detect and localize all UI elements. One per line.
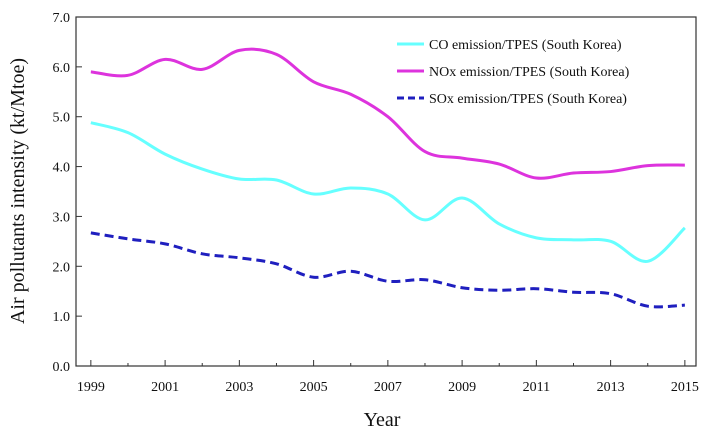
- legend-item-nox: NOx emission/TPES (South Korea): [397, 65, 630, 80]
- series-lines: [90, 47, 686, 309]
- x-tick-label: 2007: [374, 380, 402, 395]
- legend: CO emission/TPES (South Korea) NOx emissi…: [397, 38, 630, 107]
- x-tick-label: 2011: [523, 380, 550, 395]
- x-tick-label: 2003: [225, 380, 253, 395]
- legend-label: SOx emission/TPES (South Korea): [429, 92, 627, 107]
- x-tick-label: 2013: [597, 380, 625, 395]
- plot-area: [75, 16, 697, 367]
- y-tick-label: 4.0: [53, 161, 71, 176]
- x-axis-title: Year: [364, 409, 401, 431]
- y-tick-label: 6.0: [53, 61, 71, 76]
- x-tick-label: 2009: [448, 380, 476, 395]
- x-axis: 1999 2001 2003 2005 2007 2009 2011 2013 2015: [77, 360, 699, 395]
- nox-series-line: [90, 47, 685, 180]
- x-tick-label: 2005: [300, 380, 328, 395]
- x-tick-label: 1999: [77, 380, 105, 395]
- y-tick-label: 2.0: [53, 260, 71, 275]
- legend-item-co: CO emission/TPES (South Korea): [397, 38, 622, 53]
- co-series-line: [90, 121, 686, 263]
- y-axis: 0.0 1.0 2.0 3.0 4.0 5.0 6.0 7.0: [53, 11, 82, 375]
- x-tick-label: 2001: [151, 380, 179, 395]
- y-tick-label: 3.0: [53, 210, 71, 225]
- legend-label: CO emission/TPES (South Korea): [429, 38, 622, 53]
- y-tick-label: 5.0: [53, 111, 71, 126]
- legend-label: NOx emission/TPES (South Korea): [429, 65, 630, 80]
- sox-series-line: [90, 231, 685, 309]
- legend-item-sox: SOx emission/TPES (South Korea): [397, 92, 627, 107]
- y-tick-label: 1.0: [53, 310, 71, 325]
- x-tick-label: 2015: [671, 380, 699, 395]
- y-tick-label: 7.0: [53, 11, 71, 26]
- y-tick-label: 0.0: [53, 360, 71, 375]
- y-axis-title: Air pollutants intensity (kt/Mtoe): [7, 58, 29, 324]
